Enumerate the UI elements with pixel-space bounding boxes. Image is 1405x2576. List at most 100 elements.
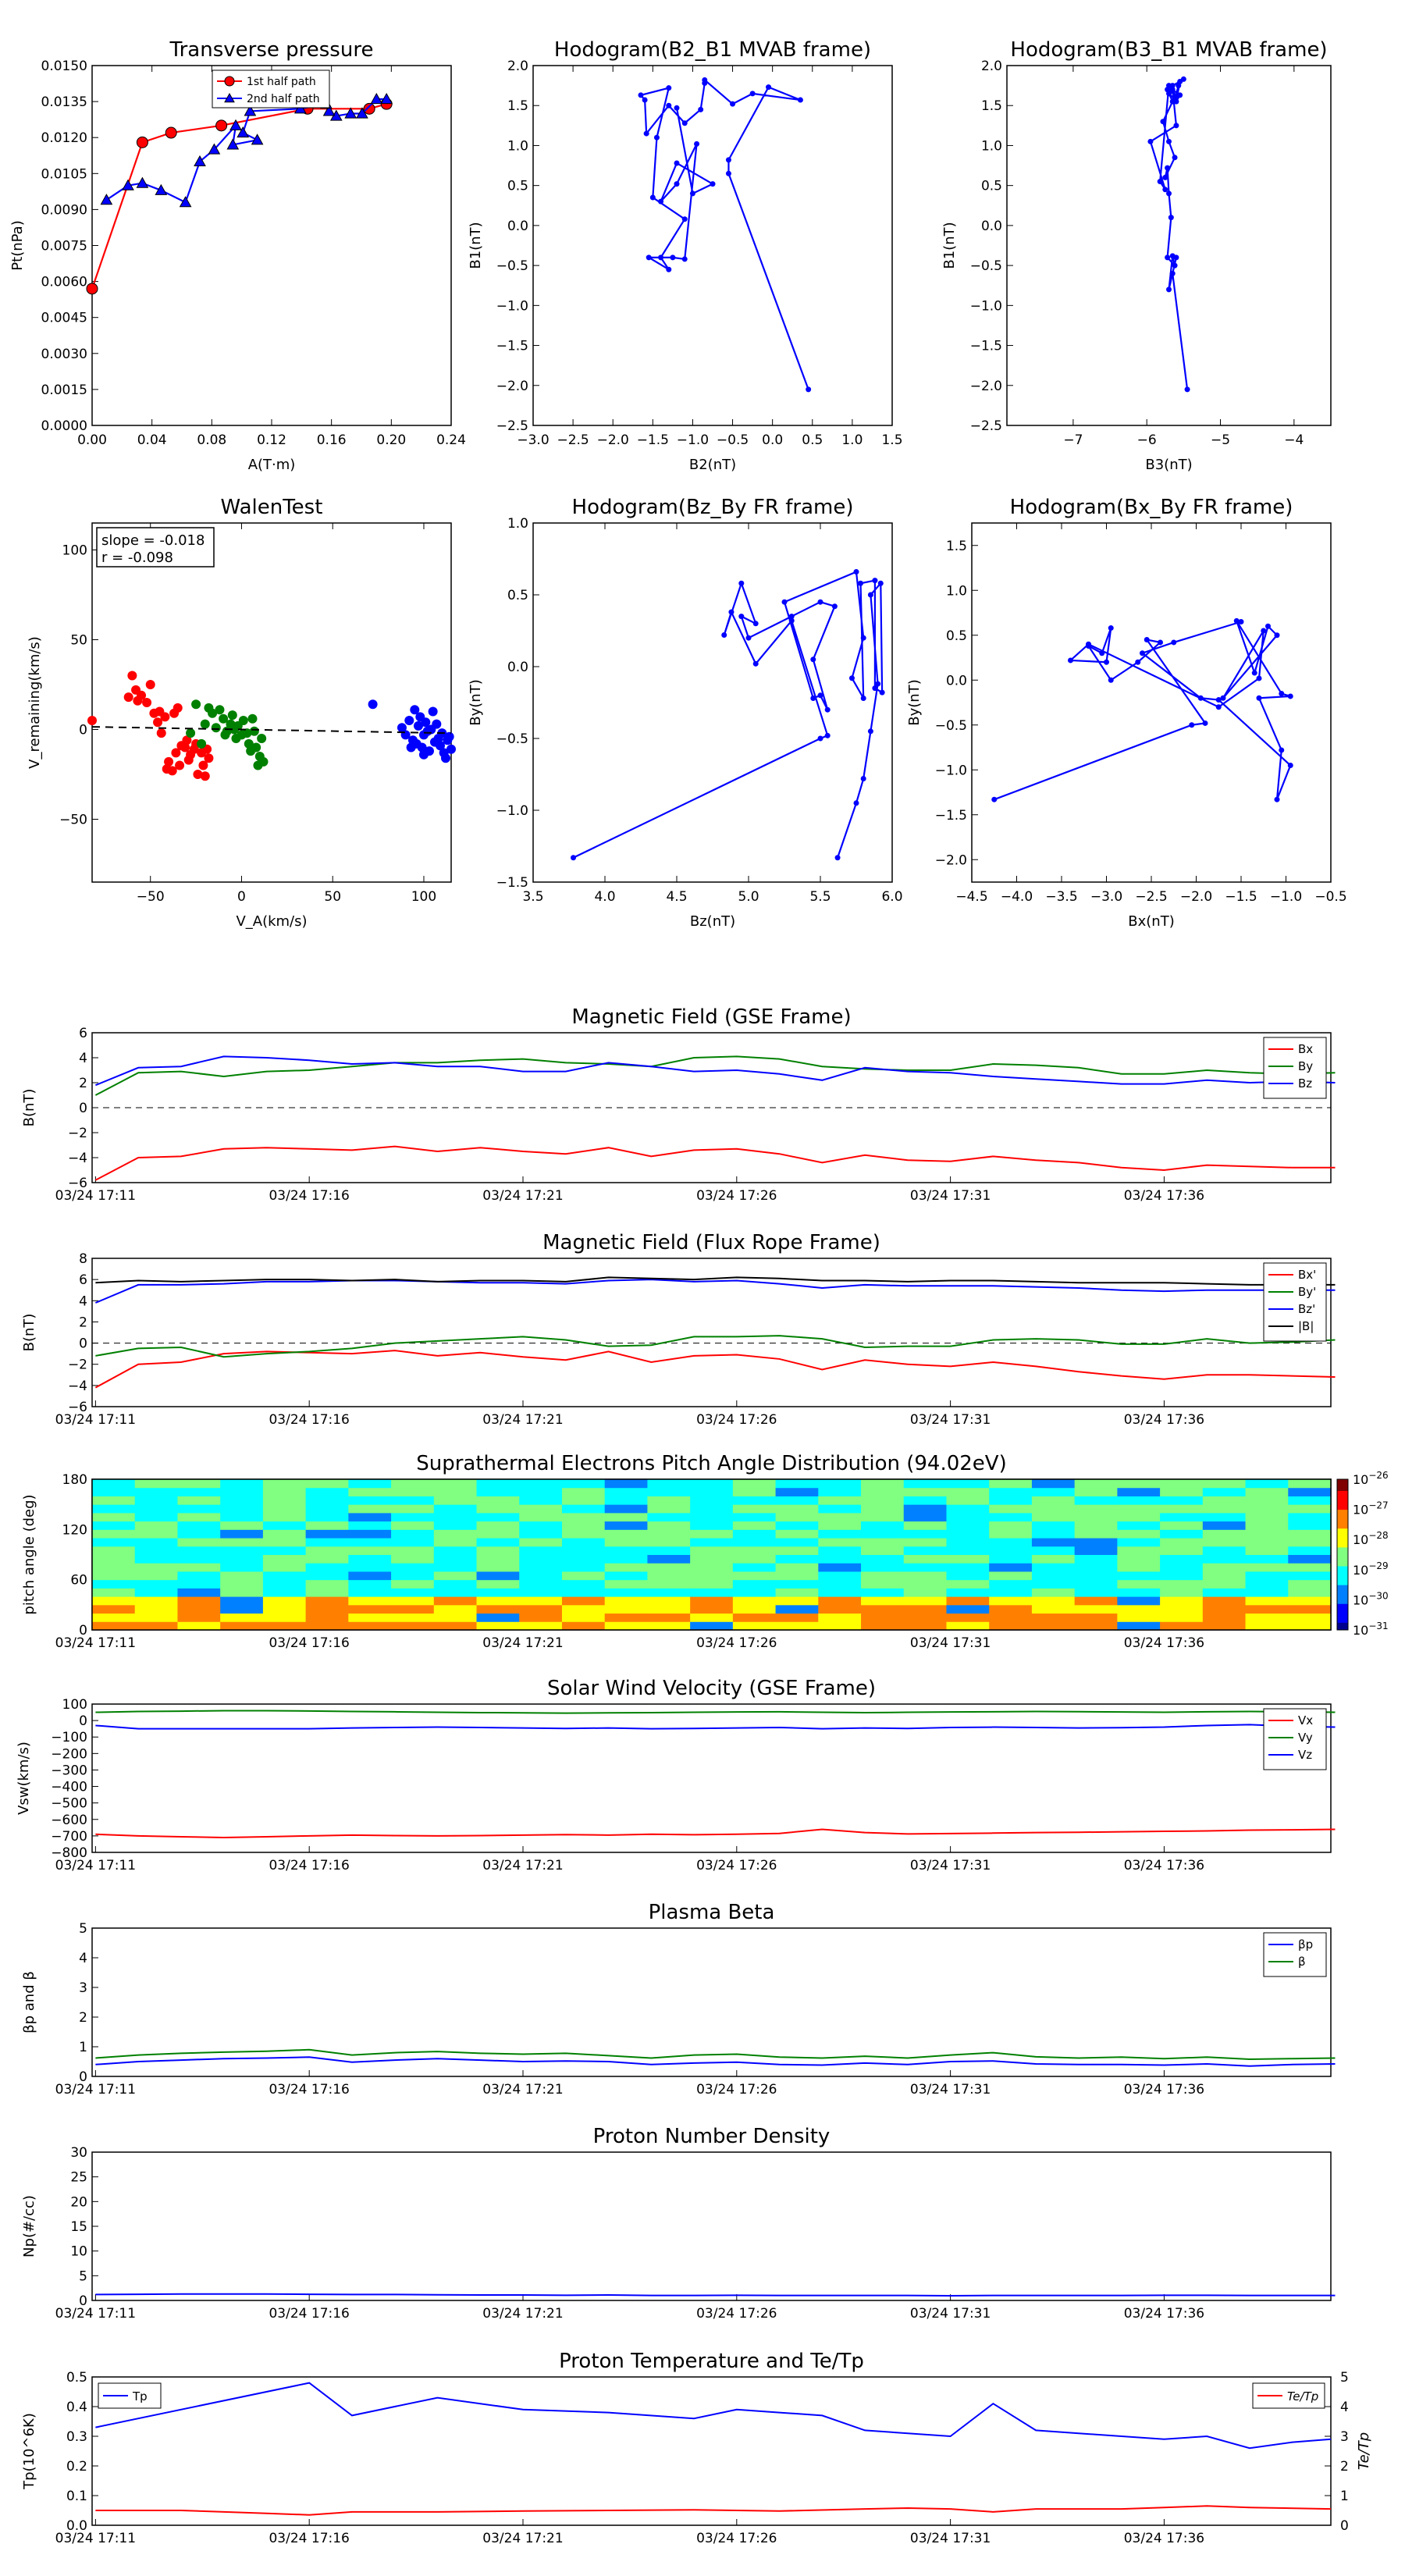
heatmap-cell <box>1202 1504 1247 1514</box>
y-tick-label: 2 <box>79 1315 87 1330</box>
heatmap-cell <box>519 1504 563 1514</box>
data-point <box>1086 641 1091 647</box>
heatmap-cell <box>732 1621 777 1631</box>
heatmap-cell <box>305 1512 349 1522</box>
colorbar-cell <box>1337 1588 1348 1593</box>
x-axis-label: Bz(nT) <box>690 913 735 930</box>
heatmap-cell <box>1117 1554 1161 1564</box>
heatmap-cell <box>1031 1563 1076 1572</box>
colorbar-cell <box>1337 1562 1348 1567</box>
y-tick-label: 2 <box>79 1076 87 1091</box>
heatmap-cell <box>348 1496 392 1505</box>
heatmap-cell <box>604 1504 648 1514</box>
series-line <box>95 1828 1336 1839</box>
data-point <box>781 599 788 605</box>
heatmap-cell <box>305 1479 349 1489</box>
data-point <box>646 254 652 261</box>
y-tick-label: 0.3 <box>66 2429 87 2445</box>
y-tick-label: 1.0 <box>946 583 967 599</box>
heatmap-cell <box>989 1529 1033 1539</box>
data-point <box>853 569 859 575</box>
heatmap-cell <box>391 1529 435 1539</box>
y-tick-label: −0.5 <box>935 718 967 734</box>
data-point <box>1169 253 1176 259</box>
heatmap-cell <box>92 1596 136 1606</box>
heatmap-cell <box>476 1579 520 1589</box>
heatmap-cell <box>1202 1512 1247 1522</box>
heatmap-cell <box>433 1546 478 1555</box>
heatmap-cell <box>946 1521 990 1530</box>
legend-label: Bz' <box>1298 1302 1315 1316</box>
colorbar-cell <box>1337 1618 1348 1623</box>
heatmap-cell <box>519 1596 563 1606</box>
chart-title: Hodogram(B2_B1 MVAB frame) <box>554 38 871 62</box>
panel-h31: Hodogram(B3_B1 MVAB frame) −7 −6 −5 −4 −2.5 −2… <box>941 38 1332 473</box>
series-line <box>94 1145 1336 1181</box>
heatmap-cell <box>903 1512 947 1522</box>
heatmap-cell <box>775 1571 819 1581</box>
x-tick-label: 50 <box>324 889 341 905</box>
heatmap-cell <box>989 1588 1033 1597</box>
heatmap-cell <box>348 1554 392 1564</box>
heatmap-cell <box>604 1538 648 1547</box>
heatmap-cell <box>775 1613 819 1622</box>
scatter-point <box>227 710 237 720</box>
heatmap-cell <box>775 1479 819 1489</box>
heatmap-cell <box>818 1529 862 1539</box>
heatmap-cell <box>305 1588 349 1597</box>
colorbar-cell <box>1337 1532 1348 1536</box>
heatmap-cell <box>391 1487 435 1496</box>
heatmap-cell <box>433 1521 478 1530</box>
heatmap-cell <box>861 1596 905 1606</box>
y-tick-label: −1.5 <box>496 875 528 891</box>
heatmap-cell <box>1074 1554 1118 1564</box>
y-tick-label: 0.0000 <box>41 418 87 434</box>
heatmap-cell <box>177 1621 221 1631</box>
heatmap-cell <box>391 1538 435 1547</box>
heatmap-cell <box>220 1546 264 1555</box>
legend-box <box>1263 1932 1327 1977</box>
data-point <box>1251 670 1257 676</box>
data-point <box>1166 91 1172 97</box>
heatmap-cell <box>433 1529 478 1539</box>
heatmap-cell <box>177 1521 221 1530</box>
scatter-point <box>251 742 261 753</box>
heatmap-cell <box>690 1571 734 1581</box>
y-tick-label: −300 <box>51 1763 87 1778</box>
vsw-frame <box>91 1703 1332 1853</box>
x-tick-label: 0.0 <box>762 432 783 448</box>
heatmap-cell <box>989 1496 1033 1505</box>
heatmap-cell <box>1074 1596 1118 1606</box>
bfr-frame <box>91 1258 1332 1407</box>
heatmap-cell <box>262 1588 307 1597</box>
y2-axis-label: Te/Tp <box>1356 2432 1372 2470</box>
x-tick-label: 1.5 <box>881 432 902 448</box>
heatmap-cell <box>903 1571 947 1581</box>
heatmap-cell <box>732 1529 777 1539</box>
x-tick-label: 6.0 <box>881 889 902 905</box>
x-tick-label: 03/24 17:26 <box>696 1858 777 1873</box>
heatmap-cell <box>305 1521 349 1530</box>
heatmap-cell <box>903 1538 947 1547</box>
heatmap-cell <box>1288 1621 1332 1631</box>
scatter-point <box>169 708 180 718</box>
heatmap-cell <box>262 1504 307 1514</box>
heatmap-cell <box>1202 1521 1247 1530</box>
heatmap-cell <box>433 1579 478 1589</box>
heatmap-cell <box>561 1579 606 1589</box>
series-line <box>639 78 809 390</box>
y-tick-label: 0.0060 <box>41 275 87 290</box>
heatmap-cell <box>220 1521 264 1530</box>
x-tick-label: −3.0 <box>1090 889 1122 905</box>
heatmap-cell <box>1202 1571 1247 1581</box>
heatmap-cell <box>177 1487 221 1496</box>
heatmap-cell <box>604 1579 648 1589</box>
y-tick-label: 0.0 <box>507 219 528 234</box>
y-tick-label: 1.0 <box>981 138 1002 154</box>
data-point <box>1215 697 1222 703</box>
x-tick-label: 03/24 17:21 <box>482 1858 563 1873</box>
heatmap-cell <box>861 1588 905 1597</box>
legend-label: βp <box>1298 1937 1313 1952</box>
heatmap-cell <box>775 1504 819 1514</box>
chart-title: Proton Number Density <box>593 2125 831 2148</box>
